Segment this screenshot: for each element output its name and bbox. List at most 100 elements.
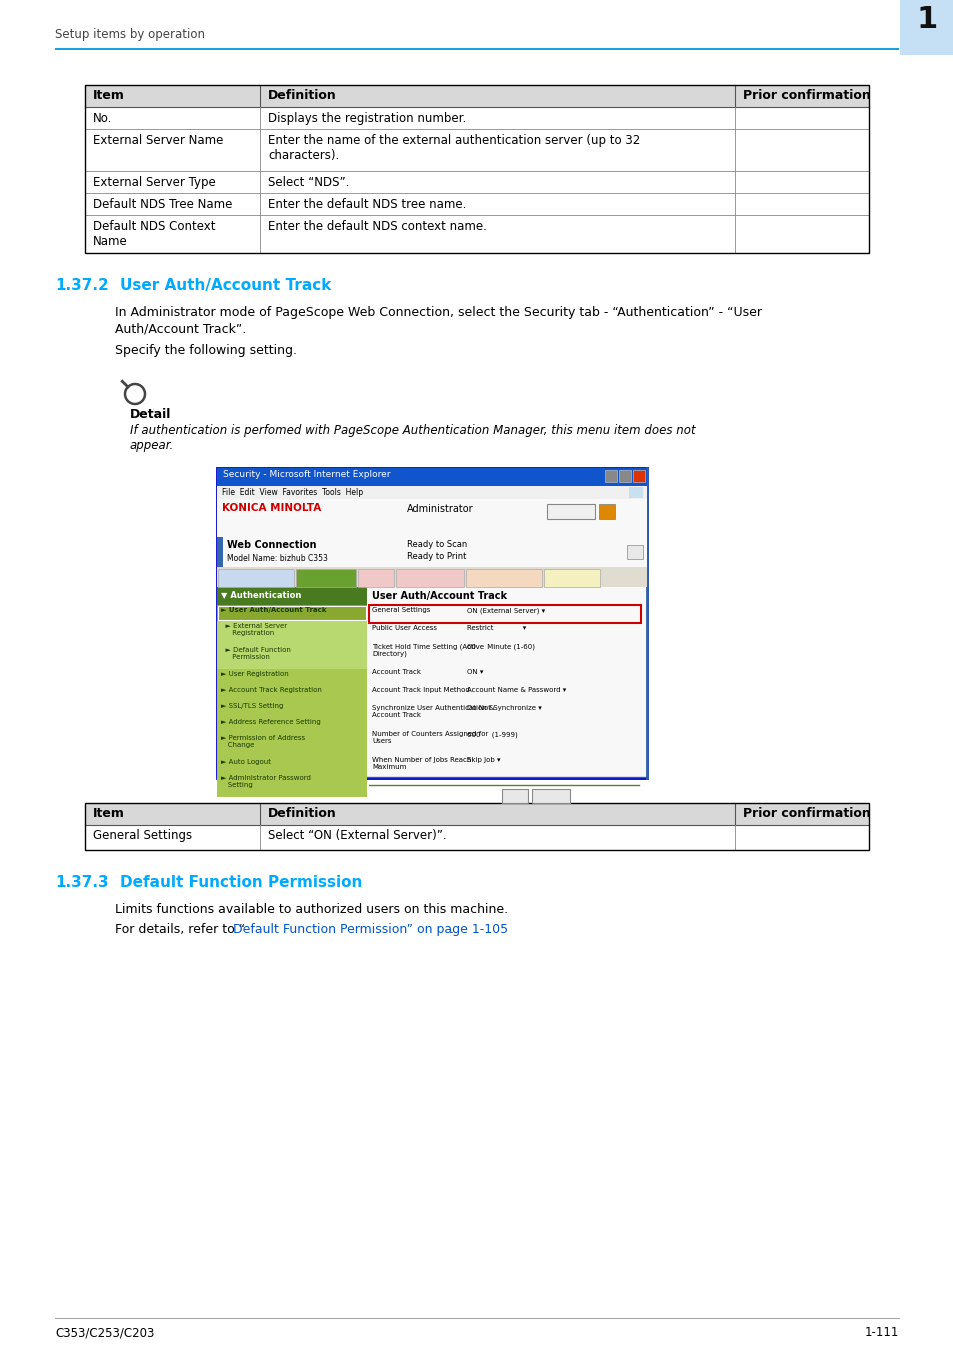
Text: Web Connection: Web Connection — [227, 540, 316, 549]
Bar — [55, 49, 898, 50]
Text: ► Administrator Password
   Setting: ► Administrator Password Setting — [221, 775, 311, 788]
Text: Default Function Permission: Default Function Permission — [120, 875, 362, 890]
Text: ► SSL/TLS Setting: ► SSL/TLS Setting — [221, 703, 283, 709]
Text: ► Default Function
     Permission: ► Default Function Permission — [221, 647, 291, 660]
Bar — [618, 470, 630, 482]
Bar — [216, 621, 367, 645]
Text: Account Track: Account Track — [372, 670, 420, 675]
Text: X: X — [636, 471, 641, 481]
Text: External Server Type: External Server Type — [92, 176, 215, 189]
Bar — [357, 568, 394, 587]
Text: C353/C253/C203: C353/C253/C203 — [55, 1326, 154, 1339]
Text: Item: Item — [92, 89, 125, 103]
Bar — [216, 537, 223, 567]
Text: Print Setting: Print Setting — [406, 571, 454, 580]
Text: 60     Minute (1-60): 60 Minute (1-60) — [467, 643, 535, 649]
Text: .: . — [449, 923, 454, 936]
Text: Setup items by operation: Setup items by operation — [55, 28, 205, 40]
Bar — [216, 468, 646, 486]
Text: 1: 1 — [916, 5, 937, 34]
Text: Account Track Input Method: Account Track Input Method — [372, 687, 469, 693]
Bar — [532, 788, 569, 803]
Text: Public User Access: Public User Access — [372, 625, 436, 630]
Text: In Administrator mode of PageScope Web Connection, select the Security tab - “Au: In Administrator mode of PageScope Web C… — [115, 306, 761, 319]
Text: 600     (1-999): 600 (1-999) — [467, 730, 517, 737]
Text: Maintenance: Maintenance — [231, 571, 280, 580]
Text: ▼ Authentication: ▼ Authentication — [221, 590, 301, 599]
Text: KONICA MINOLTA: KONICA MINOLTA — [222, 504, 321, 513]
Text: Security - Microsoft Internet Explorer: Security - Microsoft Internet Explorer — [223, 470, 390, 479]
Bar — [626, 545, 642, 559]
Text: Item: Item — [92, 807, 125, 819]
Bar — [633, 470, 644, 482]
Text: No.: No. — [92, 112, 112, 126]
Text: 1.37.3: 1.37.3 — [55, 875, 109, 890]
Bar — [367, 587, 646, 778]
Text: ON (External Server) ▾: ON (External Server) ▾ — [467, 608, 544, 613]
Text: ON ▾: ON ▾ — [467, 670, 483, 675]
Bar — [85, 85, 868, 252]
Bar — [501, 788, 527, 803]
Text: When Number of Jobs Reach
Maximum: When Number of Jobs Reach Maximum — [372, 757, 471, 769]
Text: OK: OK — [508, 791, 520, 801]
Text: User Auth/Account Track: User Auth/Account Track — [120, 278, 331, 293]
Text: Prior confirmation: Prior confirmation — [742, 89, 870, 103]
Text: Limits functions available to authorized users on this machine.: Limits functions available to authorized… — [115, 903, 508, 917]
Text: Definition: Definition — [268, 89, 336, 103]
Text: Default NDS Tree Name: Default NDS Tree Name — [92, 198, 233, 211]
Text: 1.37.2: 1.37.2 — [55, 278, 109, 293]
Bar — [216, 468, 646, 778]
Bar — [216, 774, 367, 796]
Text: Do Not Synchronize ▾: Do Not Synchronize ▾ — [467, 705, 541, 711]
Bar — [216, 587, 367, 605]
Bar — [216, 486, 646, 500]
Text: Administrator: Administrator — [407, 504, 473, 514]
Text: Synchronize User Authentication &
Account Track: Synchronize User Authentication & Accoun… — [372, 705, 494, 718]
Text: Select “ON (External Server)”.: Select “ON (External Server)”. — [268, 829, 446, 842]
Text: Enter the name of the external authentication server (up to 32
characters).: Enter the name of the external authentic… — [268, 134, 639, 162]
Text: ?: ? — [603, 506, 609, 516]
Bar — [216, 701, 367, 717]
Text: ► User Registration: ► User Registration — [221, 671, 289, 676]
Bar — [543, 568, 599, 587]
Text: Enter the default NDS tree name.: Enter the default NDS tree name. — [268, 198, 466, 211]
Text: Enter the default NDS context name.: Enter the default NDS context name. — [268, 220, 486, 234]
Bar — [216, 670, 367, 684]
Bar — [295, 568, 355, 587]
Text: Prior confirmation: Prior confirmation — [742, 807, 870, 819]
Text: Ready to Scan: Ready to Scan — [407, 540, 467, 549]
Bar — [218, 606, 366, 620]
Bar — [604, 470, 617, 482]
Bar — [216, 605, 367, 621]
Text: ► Auto Logout: ► Auto Logout — [221, 759, 271, 765]
Text: Network: Network — [556, 571, 587, 580]
Bar — [369, 605, 640, 622]
Bar — [546, 504, 595, 518]
Text: ► External Server
     Registration: ► External Server Registration — [221, 622, 287, 636]
Bar — [218, 568, 294, 587]
Bar — [216, 645, 367, 670]
Bar — [216, 684, 367, 701]
Bar — [85, 803, 868, 850]
Text: File  Edit  View  Favorites  Tools  Help: File Edit View Favorites Tools Help — [222, 487, 363, 497]
Text: Model Name: bizhub C353: Model Name: bizhub C353 — [227, 554, 328, 563]
Bar — [85, 803, 868, 825]
Bar — [899, 0, 953, 55]
Text: Restrict             ▾: Restrict ▾ — [467, 625, 526, 630]
Text: Definition: Definition — [268, 807, 336, 819]
Bar — [216, 733, 367, 757]
Text: Ticket Hold Time Setting (Active
Directory): Ticket Hold Time Setting (Active Directo… — [372, 643, 483, 657]
Bar — [216, 567, 646, 587]
Bar — [395, 568, 463, 587]
Text: Specify the following setting.: Specify the following setting. — [115, 344, 296, 356]
Text: ► Account Track Registration: ► Account Track Registration — [221, 687, 321, 693]
Text: Ready to Print: Ready to Print — [407, 552, 466, 562]
Text: 1-111: 1-111 — [863, 1326, 898, 1339]
Text: Number of Counters Assigned for
Users: Number of Counters Assigned for Users — [372, 730, 488, 744]
Text: For details, refer to “: For details, refer to “ — [115, 923, 245, 936]
Text: Cancel: Cancel — [537, 791, 565, 801]
Text: External Server Name: External Server Name — [92, 134, 223, 147]
Text: Skip Job ▾: Skip Job ▾ — [467, 757, 500, 763]
Text: ► Permission of Address
   Change: ► Permission of Address Change — [221, 734, 305, 748]
Text: Logout: Logout — [556, 506, 585, 514]
